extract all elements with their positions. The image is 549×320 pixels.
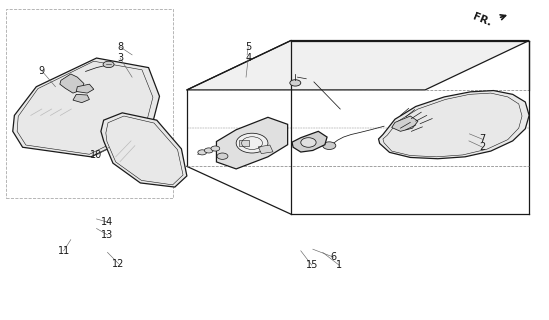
Polygon shape (187, 41, 529, 90)
Text: 7: 7 (479, 134, 486, 144)
Bar (239, 140, 249, 146)
Text: 4: 4 (245, 53, 251, 63)
Text: 11: 11 (58, 246, 70, 256)
Circle shape (204, 148, 213, 153)
Circle shape (217, 153, 228, 159)
Polygon shape (76, 84, 94, 93)
Polygon shape (60, 74, 84, 93)
Polygon shape (292, 131, 327, 152)
Bar (6, 9, 173, 198)
Circle shape (290, 80, 301, 86)
Polygon shape (101, 113, 187, 187)
Ellipse shape (236, 133, 268, 153)
Text: 13: 13 (102, 230, 114, 240)
Text: 15: 15 (306, 260, 318, 270)
Text: FR.: FR. (472, 12, 494, 28)
Circle shape (103, 61, 114, 68)
Polygon shape (379, 91, 529, 159)
Text: 12: 12 (112, 259, 125, 268)
Text: 2: 2 (479, 142, 486, 152)
Bar (258, 145, 273, 154)
Polygon shape (13, 58, 160, 157)
Polygon shape (148, 128, 164, 139)
Text: 5: 5 (245, 42, 251, 52)
Circle shape (211, 146, 220, 151)
Ellipse shape (301, 138, 316, 147)
Text: 14: 14 (102, 217, 114, 227)
Text: 10: 10 (91, 150, 103, 160)
Circle shape (323, 142, 336, 149)
Text: 3: 3 (117, 53, 123, 63)
Polygon shape (391, 116, 418, 131)
Polygon shape (216, 117, 288, 169)
Text: 6: 6 (330, 252, 337, 262)
Text: 1: 1 (336, 260, 342, 270)
Circle shape (198, 150, 206, 155)
Text: 9: 9 (38, 66, 45, 76)
Text: 8: 8 (117, 42, 123, 52)
Polygon shape (73, 94, 89, 103)
